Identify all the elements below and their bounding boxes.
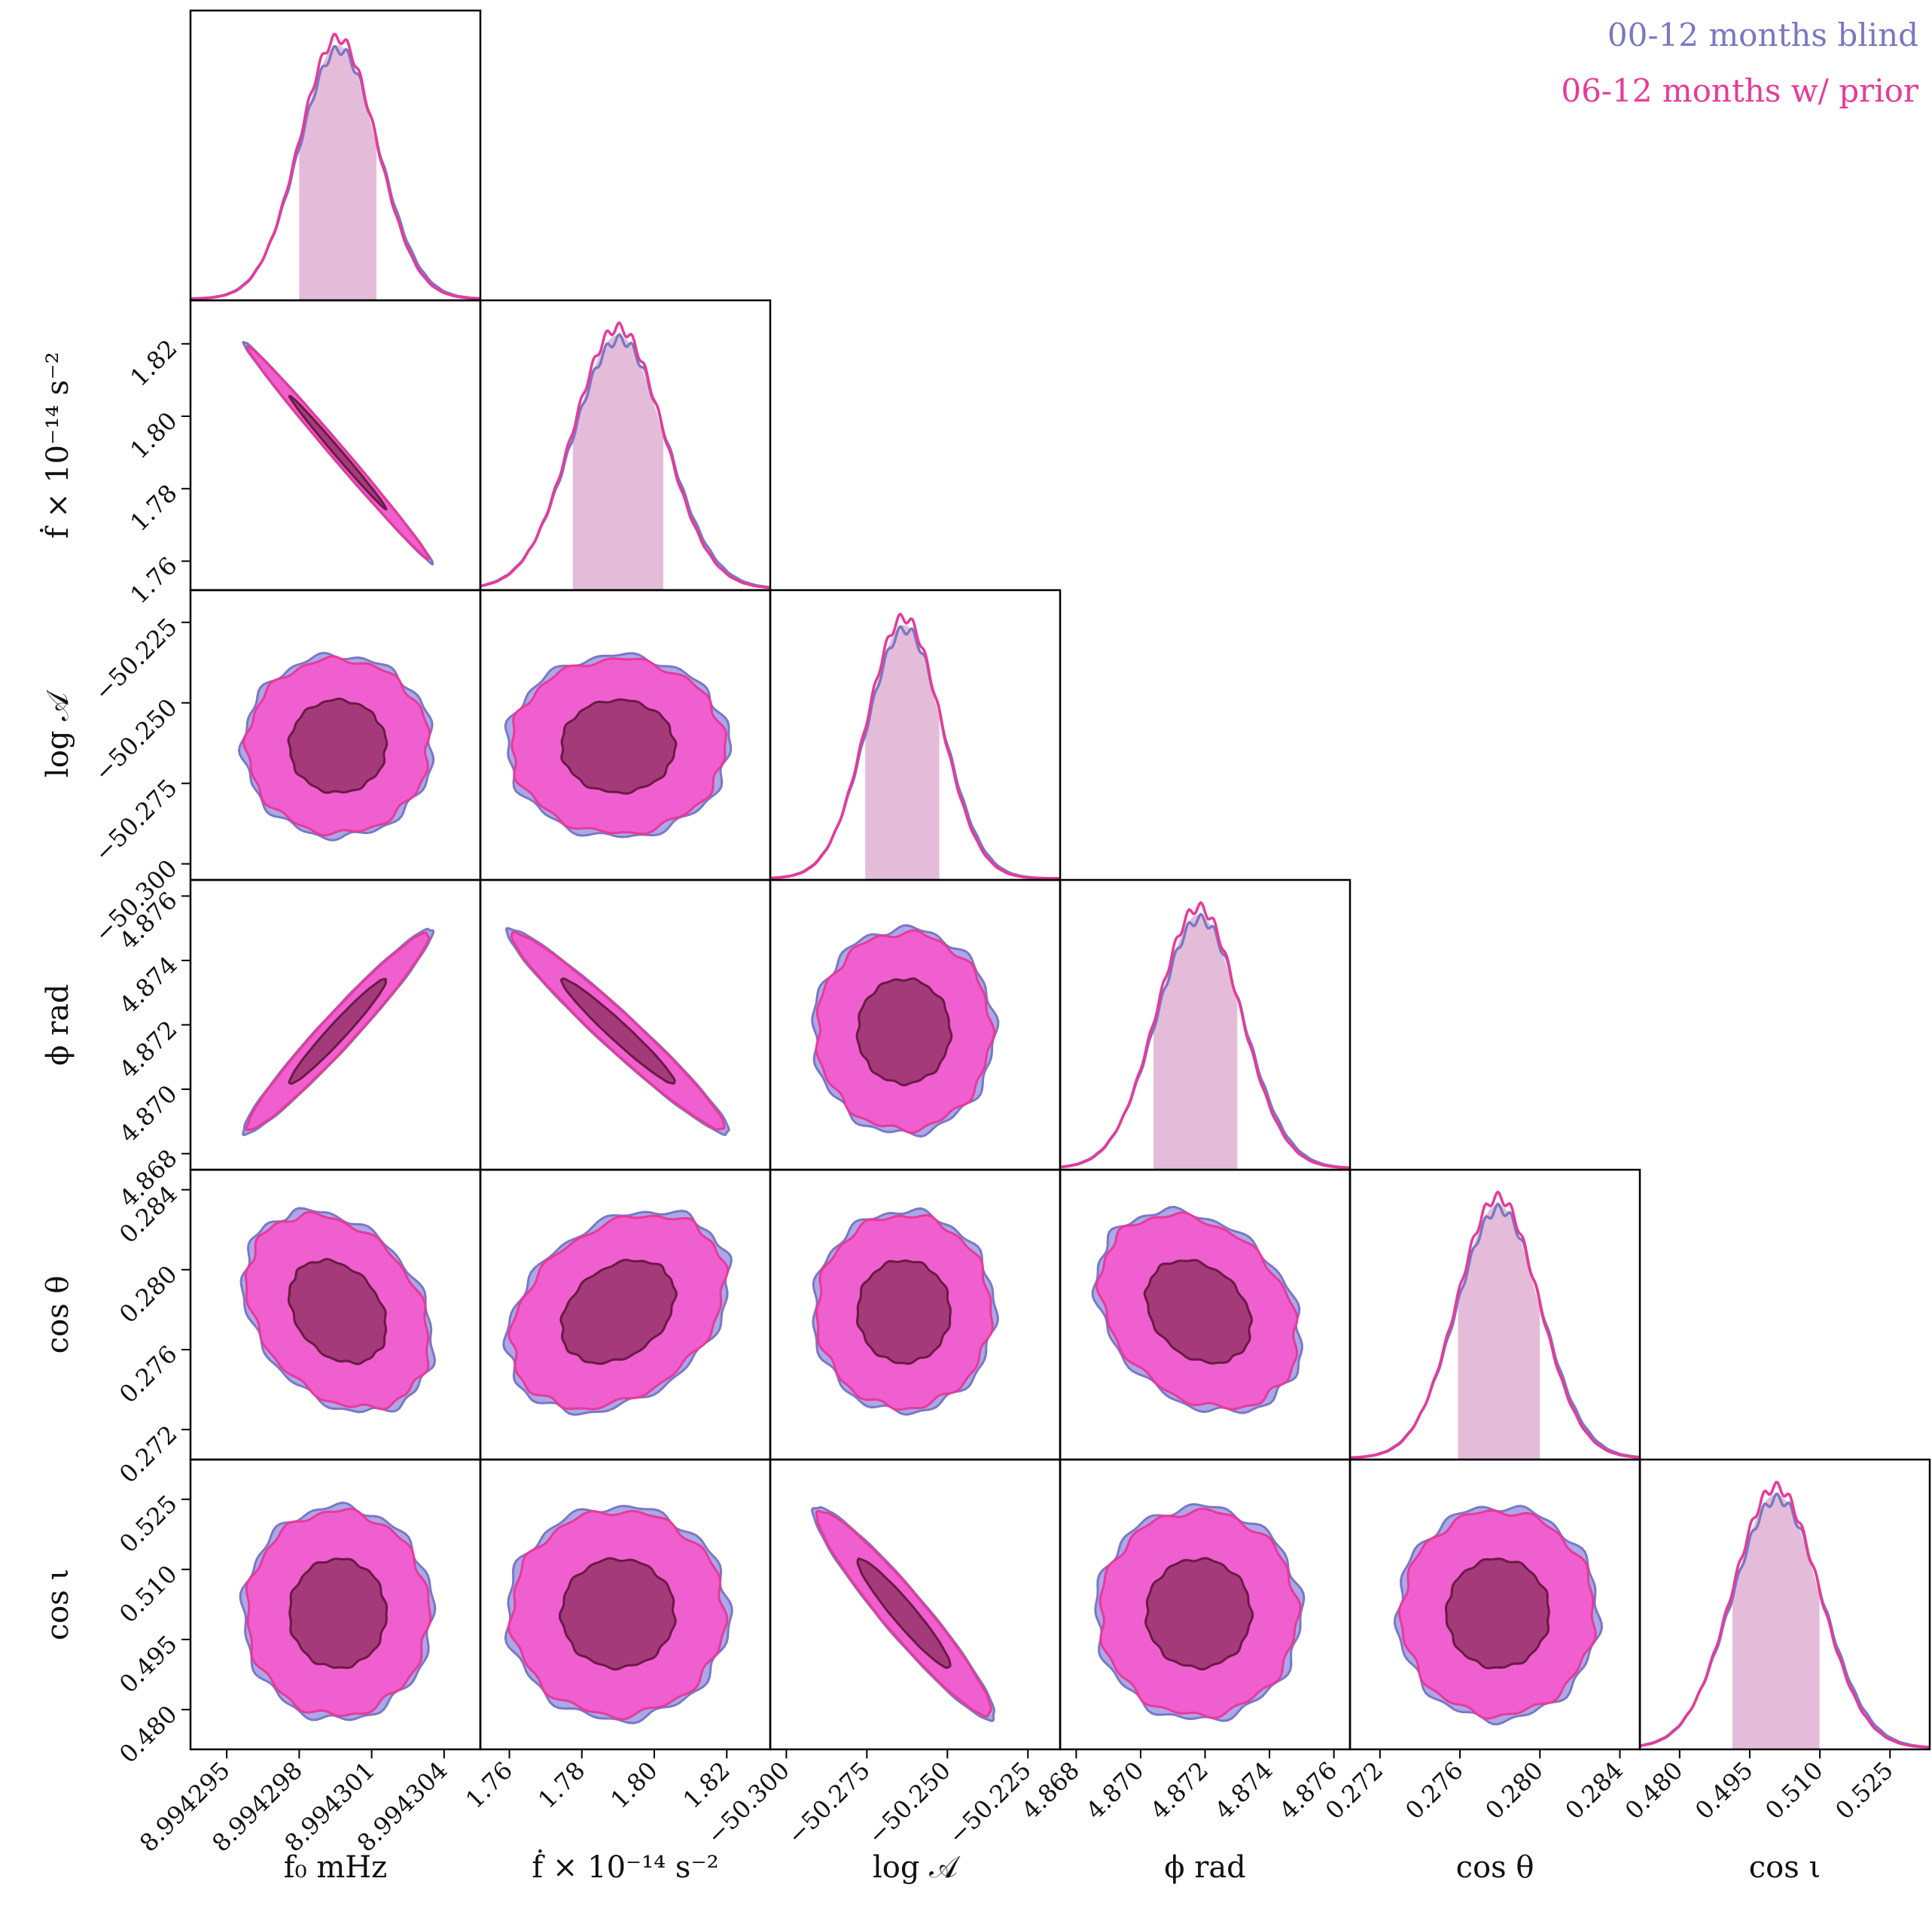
contour-1sigma: [287, 1258, 388, 1365]
legend-prior: 06-12 months w/ prior: [1561, 72, 1918, 109]
y-axis-label: ϕ rad: [41, 984, 75, 1066]
x-axis-label: cos θ: [1456, 1850, 1534, 1885]
contour-1sigma: [288, 1557, 389, 1670]
x-tick-label: 1.80: [605, 1756, 663, 1814]
marginal-prior: [1349, 1190, 1641, 1460]
contour-1sigma: [560, 698, 678, 795]
ci-band: [1732, 1494, 1820, 1749]
y-tick-label: −50.225: [89, 613, 183, 707]
y-tick-label: 0.272: [114, 1420, 183, 1489]
y-tick-label: 0.510: [114, 1560, 183, 1629]
contour-1sigma: [1144, 1557, 1254, 1671]
y-tick-label: 4.870: [114, 1079, 183, 1149]
contour-1sigma: [855, 1259, 952, 1365]
contour-1sigma: [856, 1557, 952, 1670]
y-axis-label: log 𝒜: [41, 690, 75, 778]
panel-phi-f0: [189, 878, 482, 1171]
x-tick-label: 0.284: [1559, 1756, 1629, 1825]
legend-prior-label: 06-12 months w/ prior: [1561, 72, 1918, 109]
panel-cosiota-fdot: [479, 1458, 772, 1751]
y-tick-label: 1.82: [124, 334, 182, 392]
panel-phi-phi: [1059, 878, 1351, 1171]
y-tick-label: 4.872: [114, 1015, 183, 1084]
ci-band: [299, 45, 377, 300]
marginal-prior: [480, 321, 771, 589]
ci-band: [1458, 1204, 1540, 1460]
x-tick-label: 1.76: [460, 1756, 518, 1814]
legend-blind: 00-12 months blind: [1607, 17, 1918, 53]
y-tick-label: 0.276: [114, 1340, 183, 1409]
ci-band: [865, 625, 940, 880]
marginal-prior: [769, 612, 1061, 880]
x-axis-label: f₀ mHz: [284, 1850, 387, 1885]
contour-1sigma: [558, 1557, 677, 1671]
panel-frame: [1638, 1458, 1931, 1751]
marginal-prior: [1059, 900, 1351, 1170]
panel-cosiota-costheta: [1348, 1458, 1641, 1751]
contour-1sigma: [855, 977, 953, 1087]
contour-1sigma: [288, 394, 388, 511]
panel-costheta-phi: [1059, 1168, 1351, 1461]
contour-1sigma: [287, 697, 389, 794]
y-axis-label: ḟ × 10⁻¹⁴ s⁻²: [41, 352, 75, 538]
x-tick-label: 0.480: [1620, 1756, 1689, 1825]
y-tick-label: 0.495: [114, 1630, 183, 1699]
panel-phi-logA: [769, 878, 1062, 1171]
x-tick-label: 4.872: [1145, 1756, 1214, 1825]
ci-band: [1153, 915, 1238, 1170]
panel-costheta-costheta: [1348, 1168, 1641, 1461]
y-tick-label: 1.78: [124, 479, 182, 537]
contour-1sigma: [559, 1259, 678, 1365]
y-axis-label: cos ι: [41, 1569, 75, 1640]
y-tick-label: 4.874: [114, 951, 183, 1020]
panel-fdot-f0: [189, 299, 482, 592]
x-tick-label: −50.250: [862, 1756, 956, 1850]
x-tick-label: 4.870: [1080, 1756, 1150, 1825]
y-tick-label: 0.480: [114, 1700, 183, 1769]
x-axis-label: cos ι: [1749, 1850, 1821, 1885]
x-tick-label: 0.510: [1760, 1756, 1829, 1825]
panel-phi-fdot: [479, 878, 772, 1171]
legend-blind-label: 00-12 months blind: [1607, 17, 1918, 53]
x-tick-label: 0.280: [1479, 1756, 1549, 1825]
panel-logA-f0: [189, 589, 482, 881]
y-tick-label: 1.80: [124, 406, 182, 464]
panel-costheta-fdot: [479, 1168, 772, 1461]
y-axis-label: cos θ: [41, 1276, 75, 1354]
y-tick-label: −50.275: [89, 773, 183, 867]
contour-1sigma: [1444, 1557, 1550, 1670]
contour-1sigma: [559, 977, 676, 1085]
panel-cosiota-cosiota: [1638, 1458, 1931, 1751]
contour-1sigma: [288, 977, 387, 1085]
panel-fdot-fdot: [479, 299, 772, 592]
x-axis-label: ḟ × 10⁻¹⁴ s⁻²: [532, 1850, 718, 1885]
x-tick-label: 0.525: [1830, 1756, 1899, 1825]
marginal-prior: [190, 32, 481, 300]
panel-f0-f0: [189, 9, 482, 302]
panel-logA-logA: [769, 589, 1062, 881]
y-tick-label: −50.250: [89, 693, 183, 787]
ci-band: [572, 335, 664, 590]
panel-cosiota-phi: [1059, 1458, 1351, 1751]
panel-logA-fdot: [479, 589, 772, 881]
x-tick-label: 4.874: [1209, 1756, 1278, 1825]
marginal-prior: [1639, 1481, 1930, 1749]
x-tick-label: 0.495: [1690, 1756, 1759, 1825]
panel-cosiota-f0: [189, 1458, 482, 1751]
y-tick-label: 0.525: [114, 1490, 183, 1559]
contour-1sigma: [1143, 1259, 1253, 1365]
panel-cosiota-logA: [769, 1458, 1062, 1751]
panel-costheta-f0: [189, 1168, 482, 1461]
y-tick-label: 1.76: [124, 551, 182, 609]
x-axis-label: ϕ rad: [1164, 1850, 1246, 1885]
x-tick-label: −50.275: [782, 1756, 876, 1850]
x-tick-label: 0.276: [1400, 1756, 1469, 1825]
y-tick-label: 0.280: [114, 1260, 183, 1329]
panel-costheta-logA: [769, 1168, 1062, 1461]
x-tick-label: 1.78: [532, 1756, 590, 1814]
x-axis-label: log 𝒜: [873, 1850, 961, 1885]
